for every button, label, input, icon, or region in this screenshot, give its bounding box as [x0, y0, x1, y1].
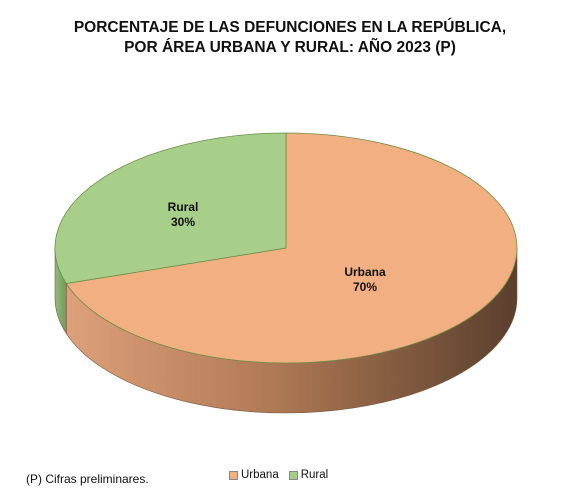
legend-label-urbana: Urbana: [241, 469, 279, 481]
slice-value-rural: 30%: [171, 215, 195, 229]
legend-item-rural: Rural: [288, 469, 329, 481]
pie-tops: [54, 132, 518, 364]
legend-swatch-rural: [288, 470, 298, 480]
chart-title-line-2: POR ÁREA URBANA Y RURAL: AÑO 2023 (P): [124, 39, 456, 56]
chart-title: PORCENTAJE DE LAS DEFUNCIONES EN LA REPÚ…: [40, 18, 540, 58]
legend-label-rural: Rural: [300, 469, 329, 481]
slice-value-urbana: 70%: [353, 280, 377, 294]
slice-label-rural: Rural: [168, 200, 199, 214]
legend-item-urbana: Urbana: [229, 469, 279, 481]
legend-swatch-urbana: [229, 470, 238, 480]
legend: Urbana Rural: [229, 469, 328, 481]
slice-urbana: [65, 132, 518, 364]
footnote: (P) Cifras preliminares.: [26, 472, 149, 486]
chart-title-line-1: PORCENTAJE DE LAS DEFUNCIONES EN LA REPÚ…: [73, 19, 507, 36]
slice-label-urbana: Urbana: [344, 265, 386, 279]
slice-rural: [54, 132, 287, 284]
